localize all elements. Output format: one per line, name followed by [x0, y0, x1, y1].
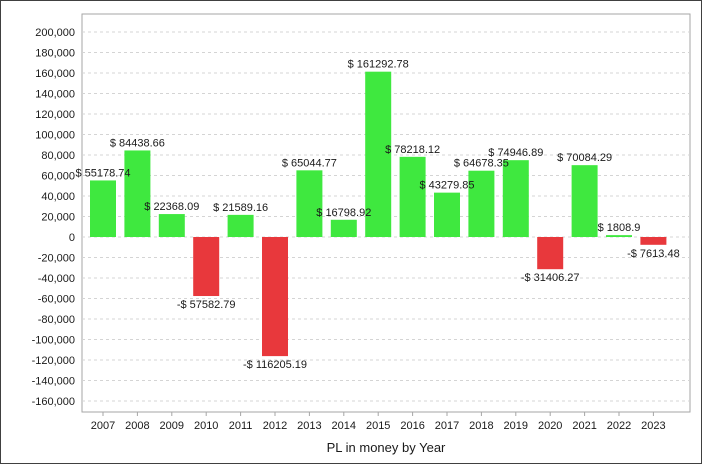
- data-labels: $ 55178.74 $ 84438.66 $ 22368.09 -$ 57582.7…: [75, 59, 679, 371]
- y-tick-label: -100,000: [32, 335, 75, 347]
- data-label-2009: $ 22368.09: [144, 201, 199, 213]
- data-label-2014: $ 16798.92: [316, 207, 371, 219]
- data-label-2010: -$ 57582.79: [177, 299, 236, 311]
- x-tick-label-2014: 2014: [332, 420, 356, 432]
- x-tick-label-2019: 2019: [504, 420, 528, 432]
- data-label-2018: $ 64678.35: [454, 158, 509, 170]
- data-label-2012: -$ 116205.19: [243, 359, 307, 371]
- y-tick-label: -80,000: [38, 314, 75, 326]
- bar-2022: [606, 235, 632, 237]
- bar-2014: [330, 219, 357, 237]
- bar-2023: [640, 237, 667, 245]
- bar-2012: [262, 237, 288, 357]
- bar-2017: [434, 192, 460, 237]
- data-label-2008: $ 84438.66: [110, 137, 165, 149]
- y-tick-label: 120,000: [35, 109, 75, 121]
- data-label-2021: $ 70084.29: [557, 152, 612, 164]
- y-tick-label: 60,000: [41, 171, 75, 183]
- bar-2007: [90, 180, 116, 237]
- data-label-2011: $ 21589.16: [213, 202, 268, 214]
- data-label-2016: $ 78218.12: [385, 144, 440, 156]
- bar-2018: [468, 170, 495, 237]
- data-label-2022: $ 1808.9: [598, 222, 641, 234]
- y-tick-label: 0: [69, 232, 75, 244]
- y-tick-label: 180,000: [35, 48, 75, 60]
- bar-2020: [537, 237, 564, 270]
- y-tick-label: -40,000: [38, 273, 75, 285]
- x-tick-label-2018: 2018: [469, 420, 493, 432]
- x-tick-label-2013: 2013: [297, 420, 321, 432]
- x-tick-label-2021: 2021: [572, 420, 596, 432]
- bar-2013: [296, 170, 323, 237]
- y-tick-label: -120,000: [32, 355, 75, 367]
- x-tick-label-2011: 2011: [229, 420, 253, 432]
- data-label-2023: -$ 7613.48: [627, 248, 680, 260]
- data-label-2019: $ 74946.89: [488, 147, 543, 159]
- x-tick-label-2016: 2016: [400, 420, 424, 432]
- x-tick-label-2017: 2017: [435, 420, 459, 432]
- data-label-2015: $ 161292.78: [348, 59, 409, 71]
- x-tick-label-2008: 2008: [125, 420, 149, 432]
- x-tick-label-2023: 2023: [641, 420, 665, 432]
- bar-2011: [227, 214, 254, 237]
- bar-2016: [399, 156, 426, 237]
- data-label-2007: $ 55178.74: [75, 167, 130, 179]
- bar-2015: [365, 71, 392, 238]
- data-label-2013: $ 65044.77: [282, 157, 337, 169]
- x-tick-label-2009: 2009: [160, 420, 184, 432]
- x-axis-ticks: 2007 2008 2009 2010 2011 2012 2013 2014 2015 2016…: [91, 412, 666, 432]
- x-tick-label-2010: 2010: [194, 420, 218, 432]
- y-tick-label: 160,000: [35, 68, 75, 80]
- y-tick-label: 40,000: [41, 191, 75, 203]
- y-tick-label: -20,000: [38, 253, 75, 265]
- y-tick-label: -160,000: [32, 396, 75, 408]
- bar-2008: [124, 150, 151, 237]
- bar-2010: [193, 237, 220, 297]
- bar-2021: [571, 165, 598, 237]
- x-tick-label-2007: 2007: [91, 420, 115, 432]
- bars: [90, 71, 667, 357]
- y-tick-label: -140,000: [32, 376, 75, 388]
- x-tick-label-2012: 2012: [263, 420, 287, 432]
- y-axis-ticks: 200,000 180,000 160,000 140,000 120,000 100,0…: [32, 27, 75, 408]
- y-tick-label: 20,000: [41, 212, 75, 224]
- x-tick-label-2022: 2022: [607, 420, 631, 432]
- y-tick-label: 80,000: [41, 150, 75, 162]
- x-tick-label-2015: 2015: [366, 420, 390, 432]
- y-tick-label: 200,000: [35, 27, 75, 39]
- data-label-2017: $ 43279.85: [419, 180, 474, 192]
- data-label-2020: -$ 31406.27: [521, 272, 580, 284]
- y-tick-label: 100,000: [35, 130, 75, 142]
- x-axis-title: PL in money by Year: [327, 440, 446, 455]
- bar-2019: [502, 160, 529, 237]
- grid-lines: [82, 31, 690, 402]
- y-tick-label: -60,000: [38, 294, 75, 306]
- y-tick-label: 140,000: [35, 89, 75, 101]
- bar-2009: [158, 214, 185, 237]
- x-tick-label-2020: 2020: [538, 420, 562, 432]
